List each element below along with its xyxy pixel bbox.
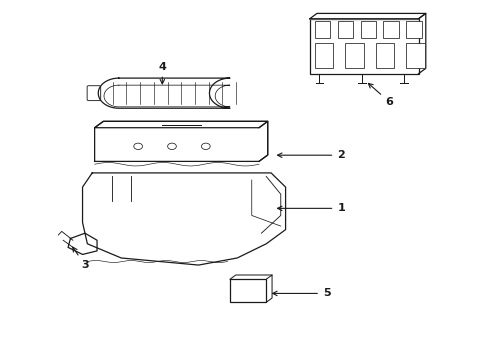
Text: 2: 2 xyxy=(277,150,345,160)
Bar xyxy=(309,19,418,74)
Bar xyxy=(229,279,265,302)
Bar xyxy=(314,22,329,38)
Polygon shape xyxy=(95,121,267,128)
Text: 3: 3 xyxy=(73,247,89,270)
Bar xyxy=(360,22,375,38)
Text: 6: 6 xyxy=(367,84,393,107)
Text: 5: 5 xyxy=(272,288,330,298)
Bar xyxy=(383,22,398,38)
Bar xyxy=(337,22,352,38)
Bar xyxy=(375,44,393,68)
FancyBboxPatch shape xyxy=(87,86,101,100)
Text: 4: 4 xyxy=(158,62,166,84)
Polygon shape xyxy=(309,13,425,19)
Bar xyxy=(345,44,363,68)
Bar xyxy=(406,22,421,38)
Bar xyxy=(314,44,332,68)
Text: 1: 1 xyxy=(277,203,345,213)
Bar xyxy=(406,44,424,68)
